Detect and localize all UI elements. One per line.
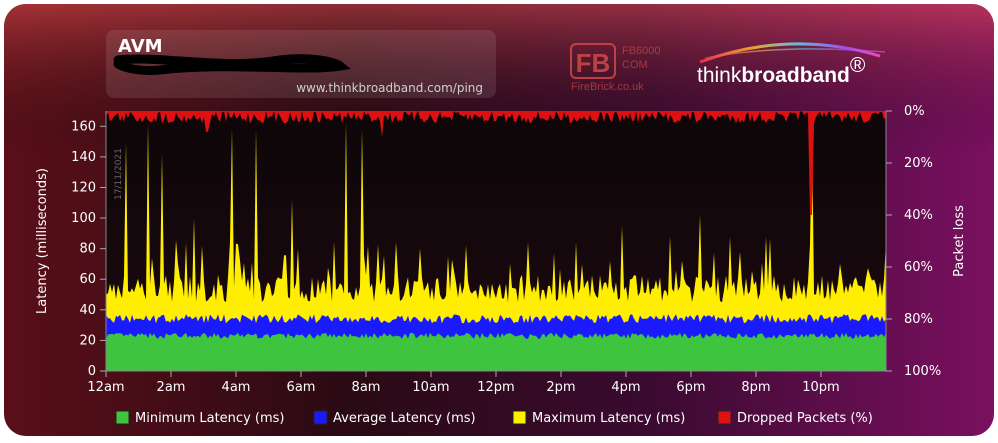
y-tick-label: 60: [79, 272, 96, 287]
x-tick-label: 8am: [352, 380, 381, 395]
series-areas: [106, 111, 886, 371]
x-tick-label: 2pm: [546, 380, 575, 395]
legend-label: Minimum Latency (ms): [135, 411, 284, 426]
header-title: AVM: [118, 36, 163, 57]
legend-label: Maximum Latency (ms): [532, 411, 685, 426]
legend-swatch: [512, 410, 527, 425]
x-tick-label: 4am: [222, 380, 251, 395]
firebrick-letters: FB: [576, 48, 611, 78]
y-tick-label: 100: [71, 211, 96, 226]
legend-swatch: [717, 410, 732, 425]
y-tick-label: 140: [71, 150, 96, 165]
y-tick-label: 0: [88, 364, 96, 379]
legend-label: Dropped Packets (%): [737, 411, 873, 426]
legend-swatch: [313, 410, 328, 425]
y-tick-label: 160: [71, 119, 96, 134]
x-tick-label: 10am: [412, 380, 449, 395]
y2-tick-label: 60%: [904, 260, 933, 275]
x-axis-ticks: 12am 2am 4am 6am 8am 10am 12pm 2pm 4pm 6pm 8pm 10pm: [87, 371, 840, 395]
y2-tick-label: 80%: [904, 312, 933, 327]
y-tick-label: 120: [71, 180, 96, 195]
logo-text: thinkbroadband®: [697, 54, 866, 87]
series-minimum-latency: [106, 332, 886, 371]
x-tick-label: 2am: [157, 380, 186, 395]
redaction-scribble: [113, 54, 351, 75]
series-maximum-latency: [106, 121, 886, 371]
y2-tick-label: 100%: [904, 364, 941, 379]
y-axis-ticks: 0 20 40 60 80 100 120 140 160: [71, 119, 106, 379]
legend-swatch: [115, 410, 130, 425]
firebrick-site: FireBrick.co.uk: [571, 81, 644, 93]
firebrick-model: FB6000: [622, 45, 661, 57]
legend: Minimum Latency (ms) Average Latency (ms)…: [115, 410, 873, 426]
legend-label: Average Latency (ms): [333, 411, 476, 426]
y2-tick-label: 40%: [904, 208, 933, 223]
x-tick-label: 10pm: [802, 380, 839, 395]
y2-axis-title: Packet loss: [952, 205, 967, 277]
date-label: 17/11/2021: [114, 148, 124, 200]
y2-tick-label: 20%: [904, 156, 933, 171]
firebrick-logo: FB FB6000 COM FireBrick.co.uk: [570, 43, 661, 93]
y-tick-label: 20: [79, 333, 96, 348]
x-tick-label: 6am: [287, 380, 316, 395]
y-tick-label: 80: [79, 242, 96, 257]
x-tick-label: 12pm: [477, 380, 514, 395]
logo-swoosh-2: [704, 48, 886, 59]
y2-axis-ticks: 0% 20% 40% 60% 80% 100%: [886, 104, 941, 379]
x-tick-label: 12am: [87, 380, 124, 395]
x-tick-label: 4pm: [611, 380, 640, 395]
header-url: www.thinkbroadband.com/ping: [296, 81, 483, 95]
firebrick-mark: [570, 43, 616, 79]
y-axis-title: Latency (milliseconds): [35, 168, 50, 314]
y-tick-label: 40: [79, 303, 96, 318]
y2-tick-label: 0%: [904, 104, 925, 119]
x-tick-label: 8pm: [741, 380, 770, 395]
firebrick-com: COM: [622, 59, 648, 71]
thinkbroadband-logo: thinkbroadband®: [697, 42, 886, 87]
x-tick-label: 6pm: [676, 380, 705, 395]
